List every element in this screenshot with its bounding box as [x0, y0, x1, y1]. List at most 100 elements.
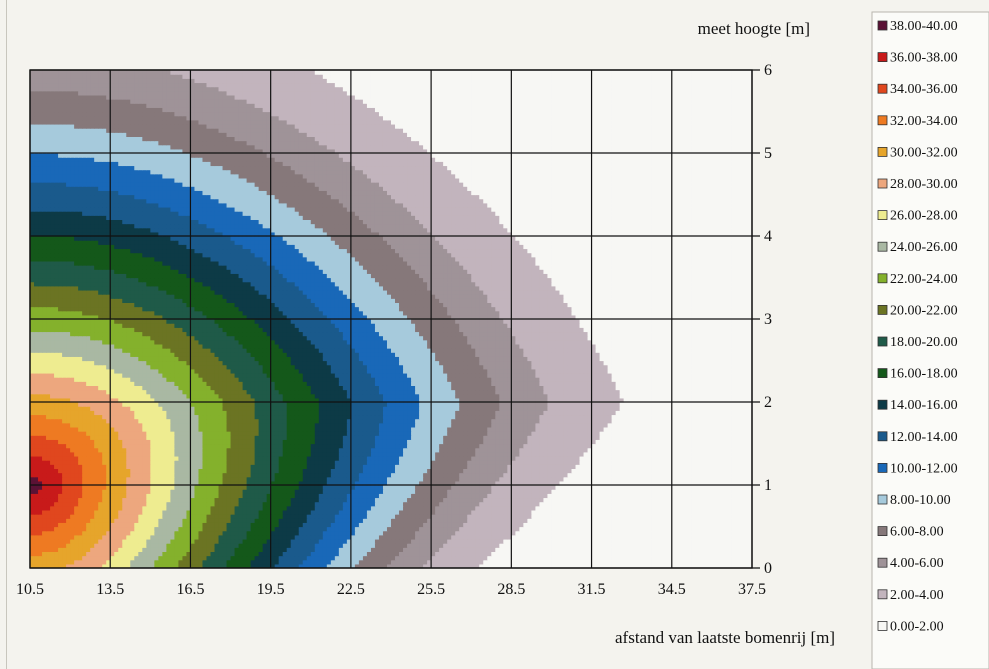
contour-cell [579, 509, 585, 515]
contour-cell [334, 551, 340, 557]
contour-cell [499, 455, 504, 461]
contour-cell [519, 518, 524, 523]
contour-cell [66, 547, 71, 552]
contour-cell [154, 514, 159, 519]
contour-cell [603, 480, 609, 486]
contour-cell [210, 464, 216, 469]
contour-cell [122, 451, 127, 457]
contour-cell [358, 460, 364, 465]
contour-cell [278, 551, 284, 557]
contour-cell [511, 476, 516, 482]
contour-cell [591, 547, 597, 552]
contour-cell [707, 559, 713, 565]
contour-cell [615, 497, 621, 503]
contour-cell [142, 501, 147, 507]
contour-cell [587, 464, 593, 469]
contour-cell [511, 559, 516, 565]
contour-cell [715, 538, 721, 544]
contour-cell [627, 551, 633, 557]
contour-cell [467, 526, 472, 532]
contour-cell [78, 485, 83, 490]
contour-cell [194, 455, 200, 461]
contour-cell [146, 543, 151, 548]
contour-cell [222, 460, 228, 465]
contour-cell [443, 509, 448, 515]
contour-cell [423, 468, 428, 474]
contour-cell [30, 476, 35, 482]
contour-cell [715, 563, 721, 568]
contour-cell [687, 551, 693, 557]
contour-cell [515, 538, 520, 544]
contour-cell [731, 555, 737, 561]
contour-cell [370, 460, 376, 465]
contour-cell [138, 460, 143, 465]
contour-cell [459, 534, 464, 540]
contour-cell [511, 543, 516, 548]
contour-cell [439, 543, 444, 548]
contour-cell [162, 501, 167, 507]
contour-cell [226, 518, 232, 523]
contour-cell [559, 497, 565, 503]
contour-cell [322, 505, 328, 511]
contour-cell [54, 547, 59, 552]
contour-cell [334, 489, 340, 494]
contour-cell [150, 497, 155, 503]
contour-cell [106, 543, 111, 548]
contour-cell [587, 509, 593, 515]
contour-cell [575, 526, 581, 532]
contour-cell [350, 559, 356, 565]
contour-cell [150, 493, 155, 499]
contour-cell [447, 559, 452, 565]
contour-cell [487, 476, 492, 482]
contour-cell [382, 509, 388, 515]
contour-cell [338, 538, 344, 544]
contour-cell [575, 480, 581, 486]
contour-cell [370, 485, 376, 490]
contour-cell [386, 547, 392, 552]
contour-cell [539, 505, 545, 511]
contour-cell [170, 534, 175, 540]
contour-cell [218, 547, 224, 552]
contour-cell [723, 514, 729, 519]
contour-cell [218, 489, 224, 494]
contour-cell [62, 514, 67, 519]
contour-cell [411, 563, 416, 568]
contour-cell [691, 468, 697, 474]
contour-cell [54, 464, 59, 469]
contour-cell [230, 460, 236, 465]
contour-cell [403, 505, 408, 511]
contour-cell [667, 547, 673, 552]
contour-cell [711, 526, 717, 532]
contour-cell [551, 547, 557, 552]
contour-cell [62, 464, 67, 469]
contour-cell [407, 538, 412, 544]
contour-cell [98, 547, 103, 552]
contour-cell [54, 472, 59, 478]
contour-cell [74, 530, 79, 536]
contour-cell [627, 485, 633, 490]
contour-cell [166, 543, 171, 548]
contour-cell [403, 451, 408, 457]
contour-cell [611, 534, 617, 540]
contour-cell [50, 460, 55, 465]
contour-cell [515, 522, 520, 528]
contour-cell [479, 563, 484, 568]
contour-cell [110, 468, 115, 474]
contour-cell [30, 455, 35, 461]
contour-cell [391, 534, 396, 540]
contour-cell [94, 485, 99, 490]
contour-cell [118, 501, 123, 507]
contour-cell [703, 476, 709, 482]
contour-cell [242, 551, 248, 557]
contour-cell [703, 555, 709, 561]
contour-cell [619, 485, 625, 490]
contour-cell [286, 480, 292, 486]
contour-cell [262, 455, 268, 461]
contour-cell [671, 464, 677, 469]
contour-cell [615, 505, 621, 511]
contour-cell [415, 497, 420, 503]
contour-cell [342, 489, 348, 494]
contour-cell [695, 538, 701, 544]
contour-cell [415, 455, 420, 461]
contour-cell [294, 493, 300, 499]
